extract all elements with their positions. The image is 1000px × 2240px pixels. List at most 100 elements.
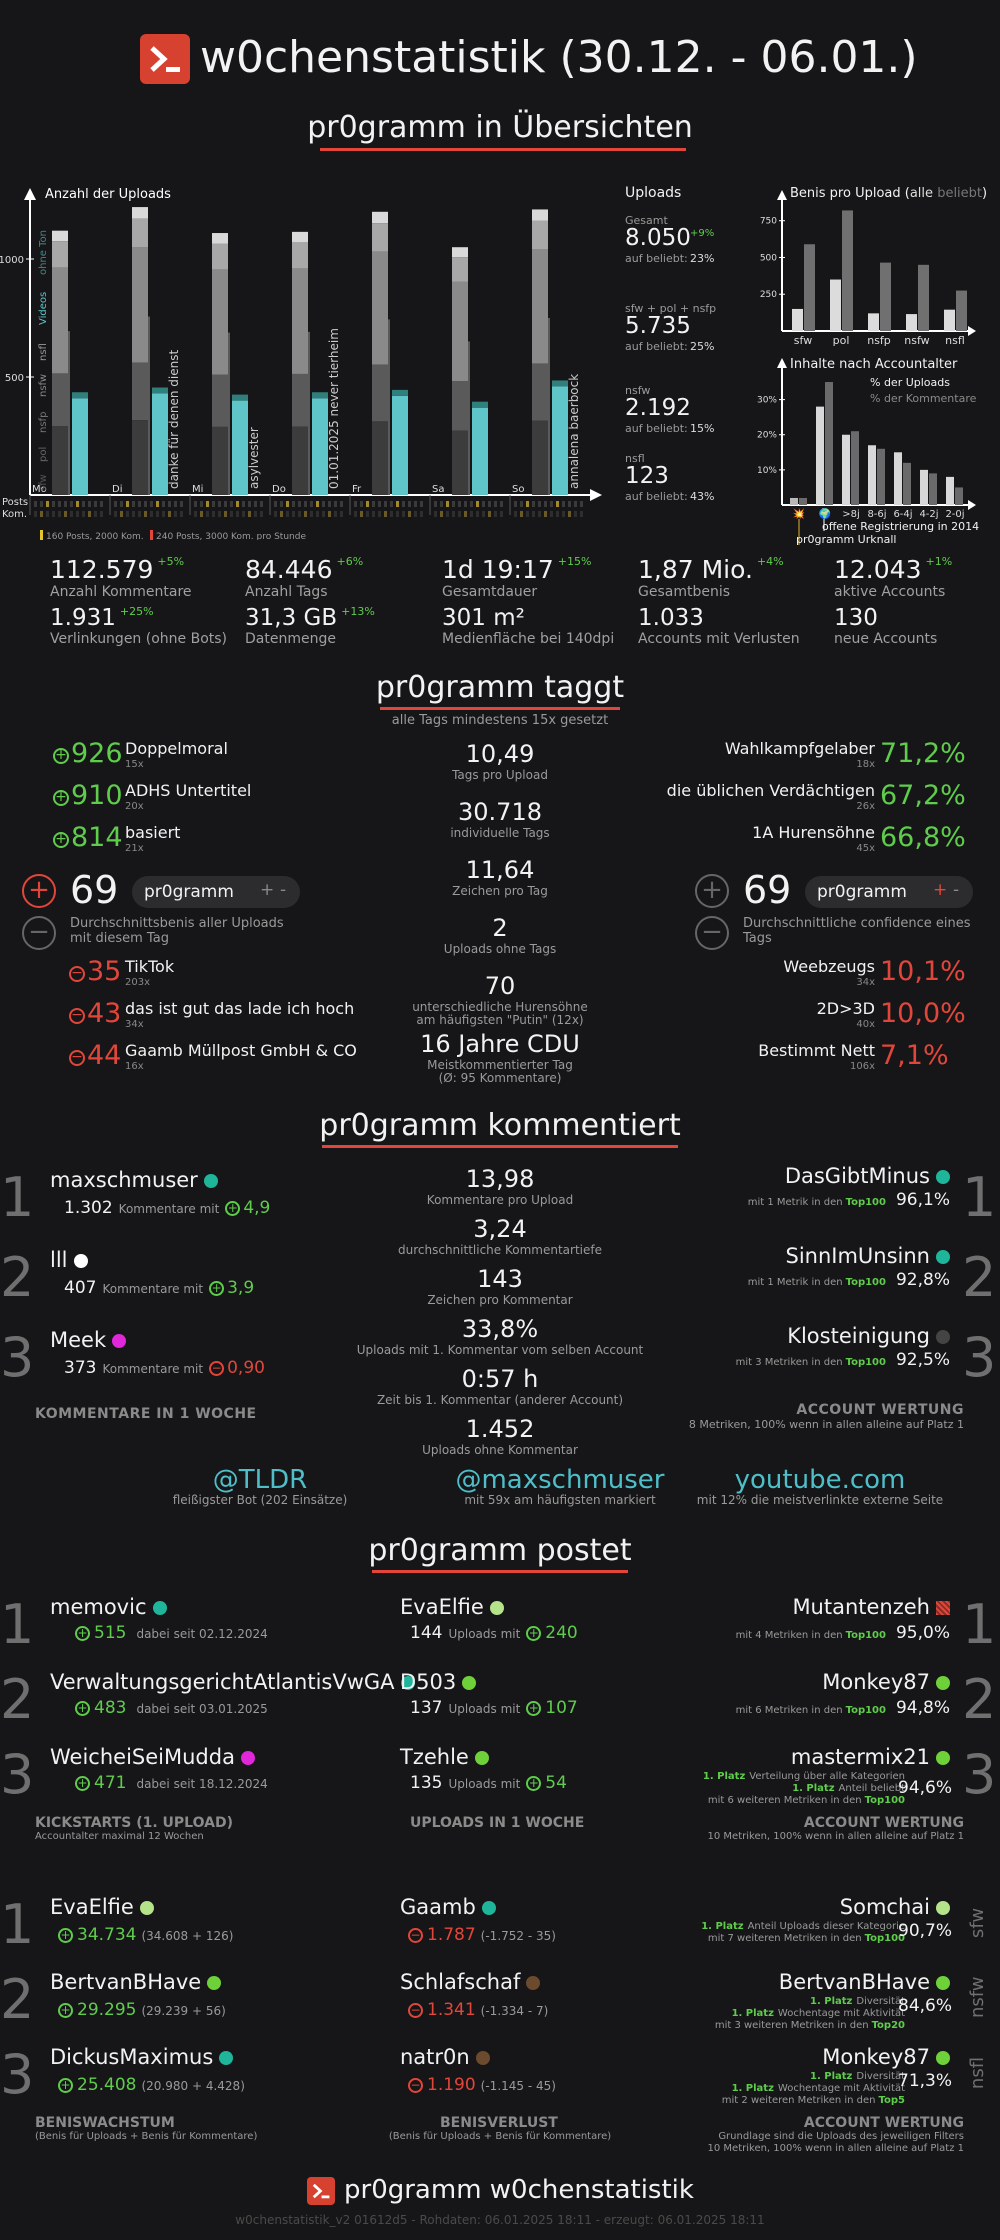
user-name-row[interactable]: BertvanBHave xyxy=(50,1970,222,1994)
uploads-count-label: Uploads mit xyxy=(448,1702,521,1716)
user-name-row[interactable]: Klosteinigung xyxy=(600,1324,950,1348)
upload-bar-segment xyxy=(452,281,468,382)
user-name[interactable]: Somchai xyxy=(839,1895,930,1919)
user-name[interactable]: natr0n xyxy=(400,2045,470,2069)
highlight-link[interactable]: @TLDR xyxy=(212,1465,308,1495)
legend-vertical-label: nsfw xyxy=(38,374,49,397)
user-name-row[interactable]: VerwaltungsgerichtAtlantisVwGA xyxy=(50,1670,415,1694)
user-name[interactable]: WeicheiSeiMudda xyxy=(50,1745,235,1769)
user-name-row[interactable]: DasGibtMinus xyxy=(600,1164,950,1188)
posts-density-tick xyxy=(70,501,73,507)
user-name-row[interactable]: Monkey87 xyxy=(600,2045,950,2069)
highlight-link[interactable]: youtube.com xyxy=(734,1465,906,1495)
benis-bar-alle xyxy=(792,308,803,331)
user-name[interactable]: Gaamb xyxy=(400,1895,476,1919)
user-name[interactable]: memovic xyxy=(50,1595,147,1619)
user-name[interactable]: lll xyxy=(50,1248,68,1272)
age-category-label: >8j xyxy=(842,509,860,520)
downvote-button[interactable]: − xyxy=(695,916,729,950)
user-name-row[interactable]: EvaElfie xyxy=(400,1595,504,1619)
user-name[interactable]: Monkey87 xyxy=(822,2045,930,2069)
user-name-row[interactable]: SinnImUnsinn xyxy=(600,1244,950,1268)
user-name[interactable]: Schlafschaf xyxy=(400,1970,521,1994)
user-name-row[interactable]: Mutantenzeh xyxy=(600,1595,950,1619)
user-name[interactable]: SinnImUnsinn xyxy=(785,1244,930,1268)
section-title-overview: pr0gramm in Übersichten xyxy=(307,110,693,145)
rating-badge: Top100 xyxy=(845,1630,886,1641)
filter-category-label: nsfw xyxy=(967,1976,988,2018)
tag-stat-value: 70 xyxy=(484,972,516,1000)
comments-density-tick xyxy=(40,511,43,517)
user-name[interactable]: maxschmuser xyxy=(50,1168,198,1192)
user-name-row[interactable]: mastermix21 xyxy=(600,1745,950,1769)
user-name[interactable]: BertvanBHave xyxy=(778,1970,930,1994)
user-name[interactable]: Tzehle xyxy=(400,1745,469,1769)
tag-stat-label: Zeichen pro Tag xyxy=(452,884,548,898)
tag-count: 18x xyxy=(856,759,875,770)
user-name[interactable]: Monkey87 xyxy=(822,1670,930,1694)
user-name[interactable]: Mutantenzeh xyxy=(792,1595,930,1619)
user-name[interactable]: D503 xyxy=(400,1670,457,1694)
user-name-row[interactable]: BertvanBHave xyxy=(600,1970,950,1994)
posts-density-tick xyxy=(58,501,61,507)
stat-item: 31,3 GB +13% Datenmenge xyxy=(245,605,375,647)
tag-stat-label: Uploads ohne Tags xyxy=(443,942,557,956)
downvote-button[interactable]: − xyxy=(22,916,56,950)
user-name[interactable]: BertvanBHave xyxy=(50,1970,202,1994)
user-name-row[interactable]: WeicheiSeiMudda xyxy=(50,1745,255,1769)
kickstart-row: +515 dabei seit 02.12.2024 xyxy=(75,1623,268,1643)
posts-density-tick xyxy=(144,501,147,507)
user-name[interactable]: EvaElfie xyxy=(400,1595,484,1619)
user-name[interactable]: mastermix21 xyxy=(790,1745,930,1769)
benis-title-open: ( xyxy=(904,186,910,201)
upload-bar-segment xyxy=(132,420,148,495)
user-name[interactable]: EvaElfie xyxy=(50,1895,134,1919)
user-name-row[interactable]: Somchai xyxy=(600,1895,950,1919)
comments-density-tick xyxy=(568,511,571,517)
user-name[interactable]: DasGibtMinus xyxy=(784,1164,930,1188)
comments-density-tick xyxy=(52,511,55,517)
user-name-row[interactable]: Meek xyxy=(50,1328,127,1352)
loss-detail: (-1.145 - 45) xyxy=(480,2079,556,2093)
rating-pct: 96,1% xyxy=(895,1190,950,1210)
posts-density-tick xyxy=(470,501,473,507)
tag-pill-minus[interactable]: - xyxy=(953,880,960,900)
user-name-row[interactable]: natr0n xyxy=(400,2045,490,2069)
filters-sub2: 10 Metriken, 100% wenn in allen alleine … xyxy=(707,2143,964,2154)
user-name[interactable]: Meek xyxy=(50,1328,107,1352)
tag-benis-score: 44 xyxy=(87,1040,122,1071)
user-name-row[interactable]: Monkey87 xyxy=(600,1670,950,1694)
tag-pill-plus[interactable]: + xyxy=(260,880,275,900)
footer-meta: w0chenstatistik_v2 01612d5 - Rohdaten: 0… xyxy=(235,2213,765,2227)
upvote-button[interactable]: + xyxy=(695,874,729,908)
user-name-row[interactable]: DickusMaximus xyxy=(50,2045,234,2069)
user-name-row[interactable]: lll xyxy=(50,1248,88,1272)
user-name-row[interactable]: maxschmuser xyxy=(50,1168,218,1192)
age-x-arrow-icon xyxy=(968,500,976,510)
benis-category-label: nsfw xyxy=(904,334,929,346)
highlight-link[interactable]: @maxschmuser xyxy=(455,1465,665,1495)
minus-circle-icon: − xyxy=(408,1928,423,1943)
plus-circle-icon: + xyxy=(75,1626,90,1641)
user-name-row[interactable]: Gaamb xyxy=(400,1895,496,1919)
tag-pill-minus[interactable]: - xyxy=(280,880,287,900)
upvote-button[interactable]: + xyxy=(22,874,56,908)
tag-pill[interactable]: pr0gramm + - xyxy=(132,876,300,908)
user-name-row[interactable]: Schlafschaf xyxy=(400,1970,541,1994)
user-name[interactable]: VerwaltungsgerichtAtlantisVwGA xyxy=(50,1670,395,1694)
user-name[interactable]: DickusMaximus xyxy=(50,2045,214,2069)
user-name-row[interactable]: Tzehle xyxy=(400,1745,489,1769)
tag-pill[interactable]: pr0gramm + - xyxy=(805,876,973,908)
benis-y-tick-label: 500 xyxy=(760,253,777,263)
minus-circle-icon: − xyxy=(69,966,85,982)
tag-name: 2D>3D xyxy=(816,999,875,1018)
user-name[interactable]: Klosteinigung xyxy=(787,1324,930,1348)
upload-bar-segment xyxy=(532,249,548,364)
user-name-row[interactable]: EvaElfie xyxy=(50,1895,154,1919)
user-name-row[interactable]: memovic xyxy=(50,1595,167,1619)
comments-density-tick xyxy=(322,511,325,517)
tag-pill-plus[interactable]: + xyxy=(933,880,948,900)
user-name-row[interactable]: D503 xyxy=(400,1670,477,1694)
posts-density-tick xyxy=(168,501,171,507)
tag-benis-desc: Durchschnittsbenis aller Uploads mit die… xyxy=(70,916,284,946)
